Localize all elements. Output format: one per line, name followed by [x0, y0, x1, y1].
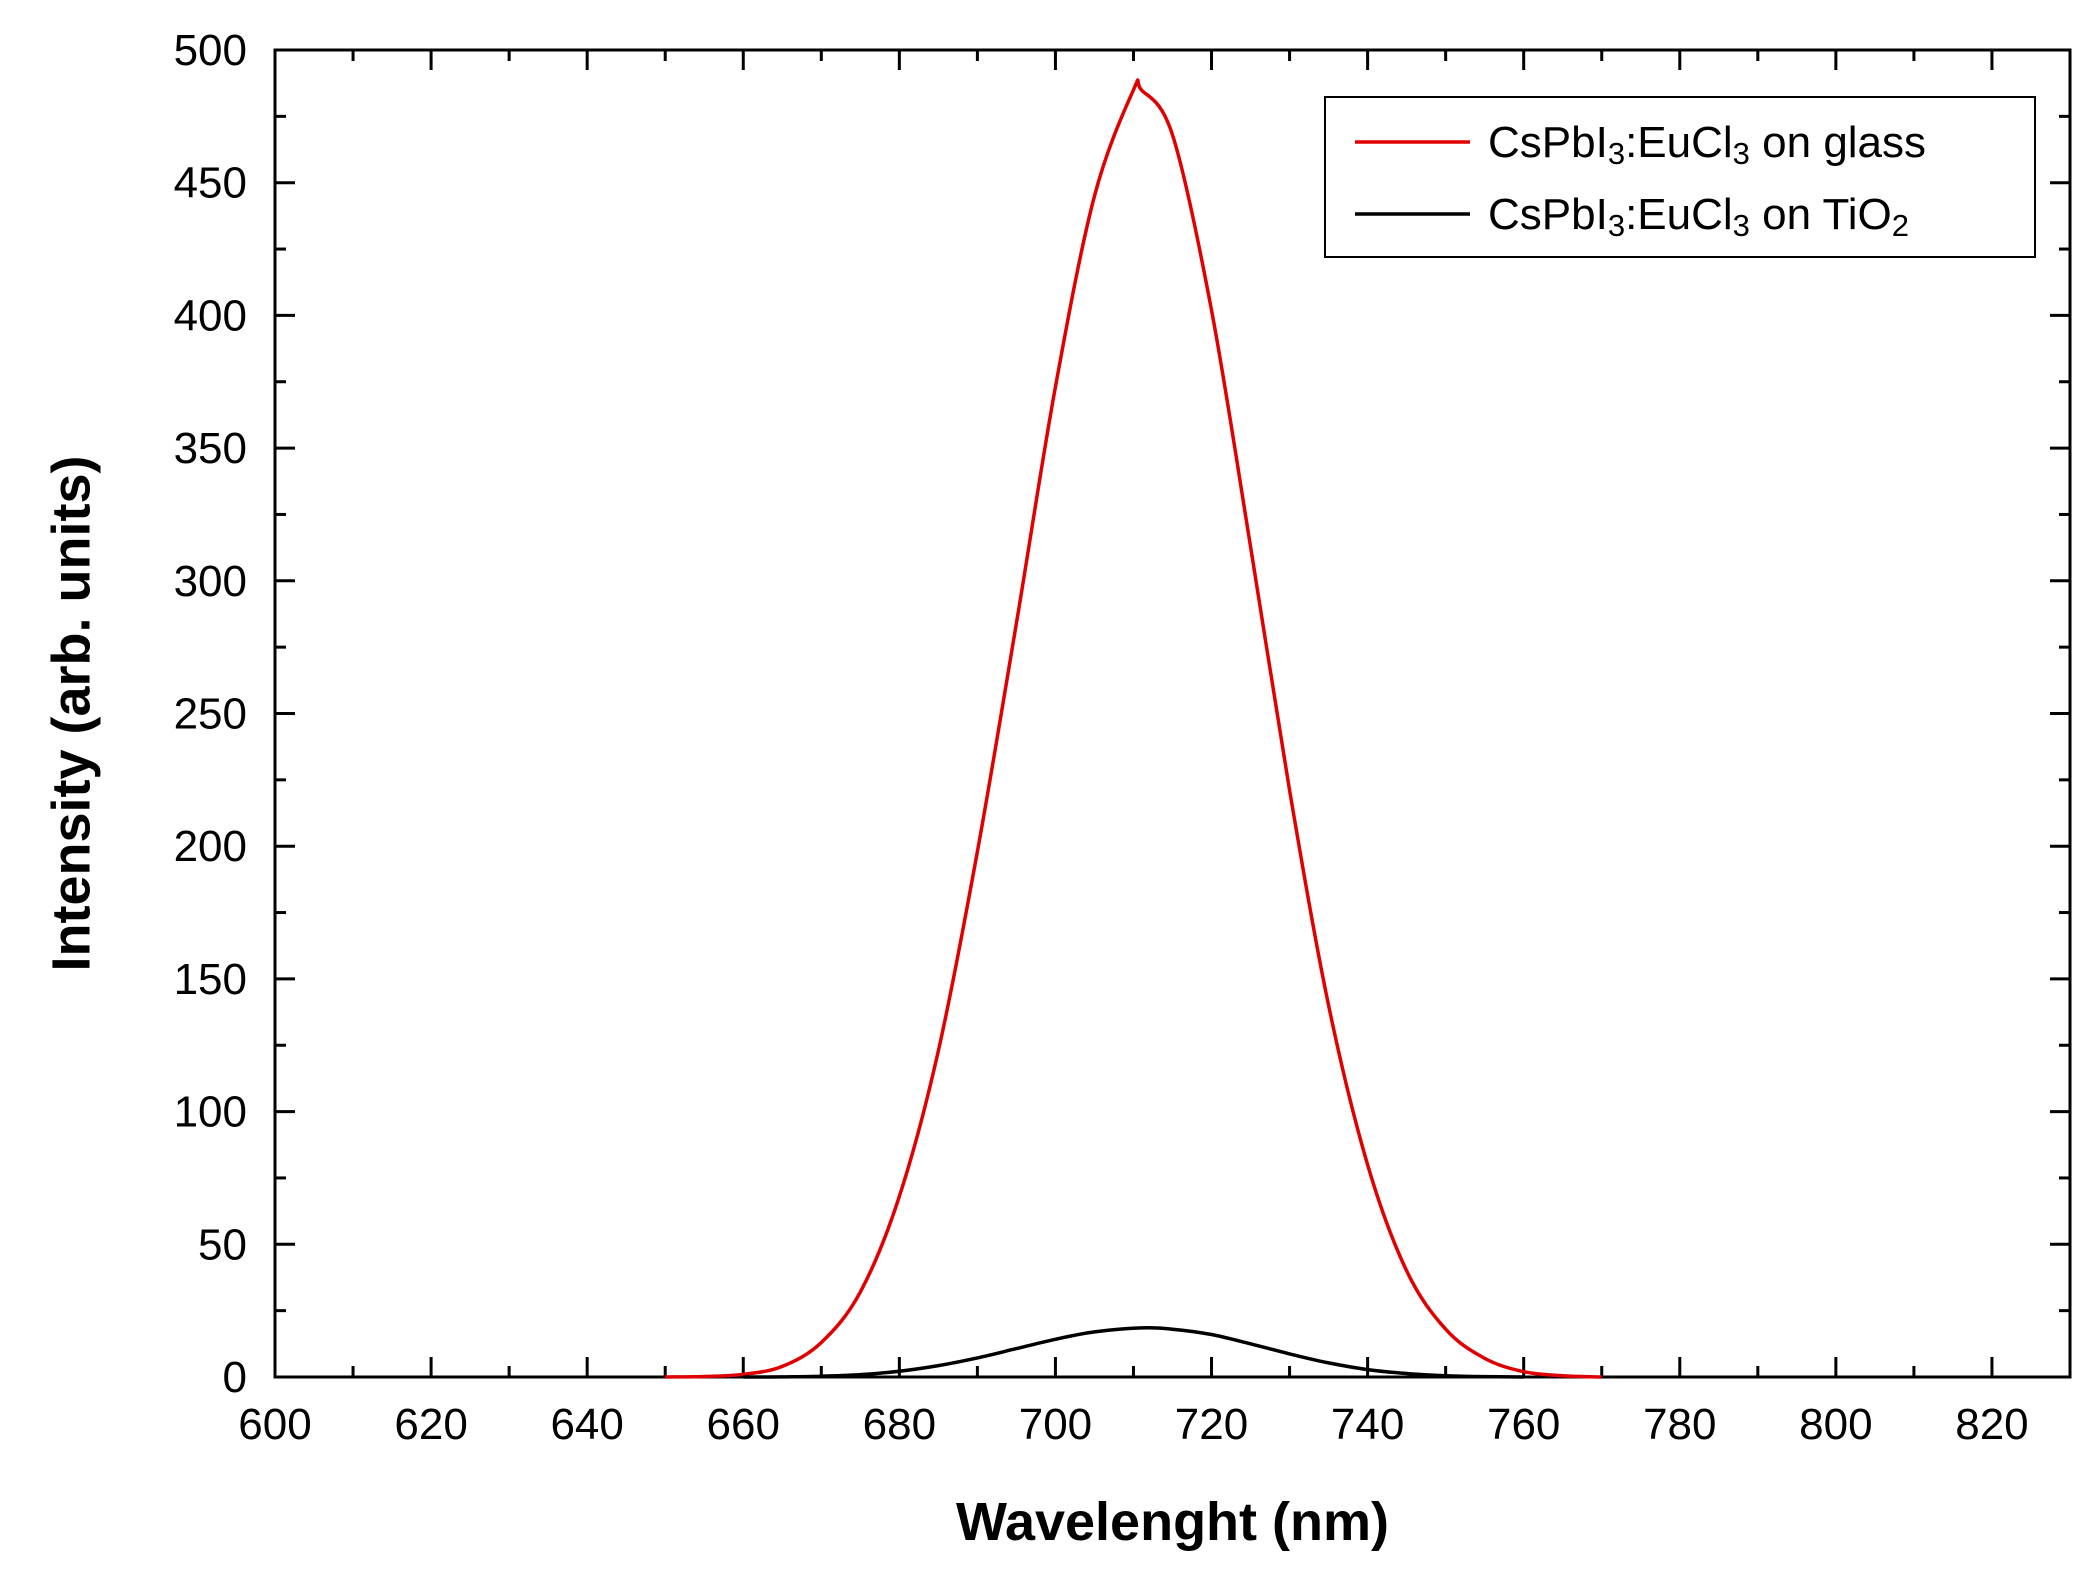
x-tick-label: 680	[863, 1400, 936, 1449]
y-tick-label: 200	[174, 822, 247, 871]
legend-text-part: on glass	[1750, 118, 1926, 167]
x-tick-label: 700	[1019, 1400, 1092, 1449]
legend-text-part: CsPbI	[1488, 190, 1608, 239]
y-tick-label: 450	[174, 159, 247, 208]
x-axis-title: Wavelenght (nm)	[956, 1492, 1389, 1552]
legend-subscript: 3	[1608, 136, 1625, 171]
y-tick-label: 250	[174, 690, 247, 739]
x-tick-label: 820	[1955, 1400, 2028, 1449]
legend-text-part: :EuCl	[1625, 190, 1733, 239]
legend-label-1: CsPbI3:EuCl3 on glass	[1488, 118, 1926, 171]
y-tick-label: 150	[174, 955, 247, 1004]
y-axis: 0 50 100 150 200 250 300 350 400 450 500	[174, 26, 2070, 1402]
legend-text-part: on TiO	[1750, 190, 1892, 239]
series-line-2	[743, 1326, 1524, 1379]
y-tick-label: 100	[174, 1088, 247, 1137]
legend-box	[1324, 96, 2036, 258]
y-tick-label: 50	[198, 1220, 247, 1269]
x-tick-label: 720	[1175, 1400, 1248, 1449]
x-axis: 600 620 640 660 680 700 720 740 760 780 800 820	[238, 50, 2029, 1449]
x-tick-label: 640	[550, 1400, 623, 1449]
series-line-1	[665, 78, 1602, 1379]
y-tick-label: 350	[174, 424, 247, 473]
x-tick-label: 660	[707, 1400, 780, 1449]
legend-subscript: 2	[1892, 208, 1909, 243]
legend-subscript: 3	[1608, 208, 1625, 243]
legend-text-part: CsPbI	[1488, 118, 1608, 167]
series-layer	[665, 78, 1602, 1379]
legend-subscript: 3	[1733, 136, 1750, 171]
x-tick-label: 740	[1331, 1400, 1404, 1449]
plot-area: 600 620 640 660 680 700 720 740 760 780 800 820 0 50…	[174, 26, 2072, 1449]
y-tick-label: 300	[174, 557, 247, 606]
x-tick-label: 780	[1643, 1400, 1716, 1449]
y-tick-label: 500	[174, 26, 247, 75]
y-tick-label: 400	[174, 291, 247, 340]
legend-label-2: CsPbI3:EuCl3 on TiO2	[1488, 190, 1909, 243]
legend-subscript: 3	[1733, 208, 1750, 243]
x-tick-label: 760	[1487, 1400, 1560, 1449]
x-tick-label: 800	[1799, 1400, 1872, 1449]
y-tick-label: 0	[223, 1353, 247, 1402]
x-tick-label: 600	[238, 1400, 311, 1449]
y-axis-title: Intensity (arb. units)	[41, 455, 101, 971]
x-tick-label: 620	[394, 1400, 467, 1449]
legend-text-part: :EuCl	[1625, 118, 1733, 167]
